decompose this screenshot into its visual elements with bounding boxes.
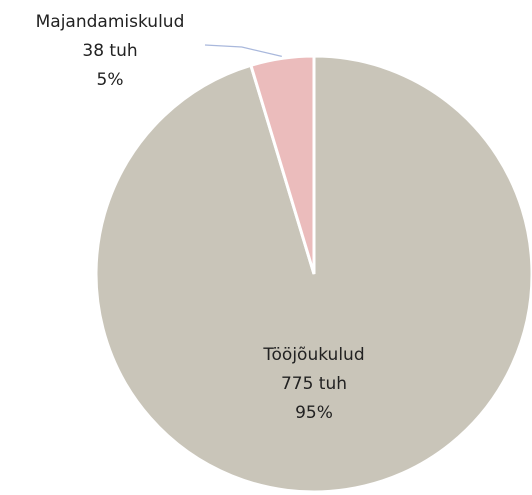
- slice-value-label: 775 tuh: [281, 374, 347, 394]
- slice-percent-label: 5%: [97, 70, 124, 90]
- leader-line: [204, 44, 282, 57]
- slice-label: Majandamiskulud: [36, 12, 185, 32]
- slice-value-label: 38 tuh: [82, 41, 137, 61]
- slice-percent-label: 95%: [295, 403, 333, 423]
- pie-slice: [249, 54, 316, 275]
- slice-label: Tööjõukulud: [262, 345, 364, 365]
